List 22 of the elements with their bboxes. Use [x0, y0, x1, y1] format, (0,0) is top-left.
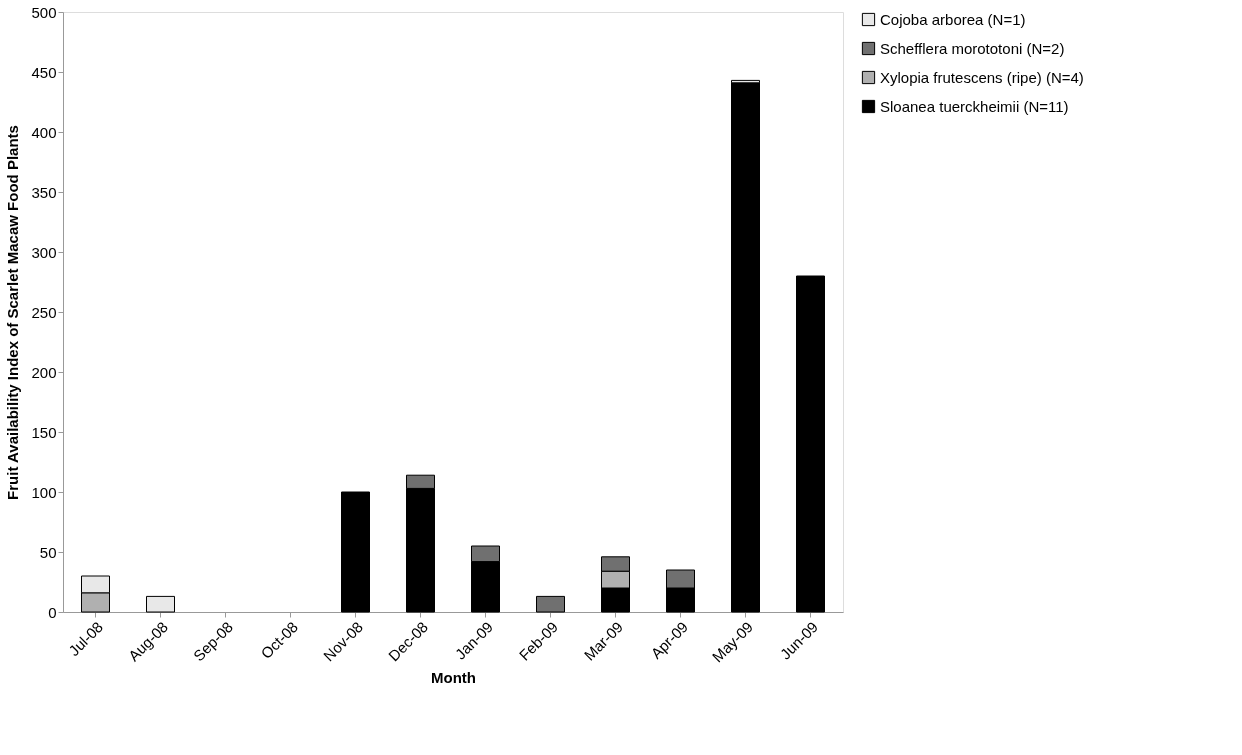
y-tick-label: 300 — [31, 243, 57, 261]
y-tick-label: 0 — [48, 603, 57, 621]
y-tick-label: 50 — [39, 543, 57, 561]
x-axis-title: Month — [431, 669, 476, 687]
y-tick-label: 450 — [31, 63, 57, 81]
legend-label: Sloanea tuerckheimii (N=11) — [880, 97, 1069, 115]
y-axis-title: Fruit Availability Index of Scarlet Macaw Food Plants — [4, 125, 22, 500]
y-tick-label: 500 — [31, 3, 57, 21]
legend-label: Schefflera morototoni (N=2) — [880, 39, 1065, 57]
y-tick-label: 150 — [31, 423, 57, 441]
y-tick-label: 250 — [31, 303, 57, 321]
bar — [341, 491, 370, 613]
bar — [731, 82, 760, 613]
bar — [146, 595, 175, 613]
y-tick-label: 400 — [31, 123, 57, 141]
y-tick-label: 350 — [31, 183, 57, 201]
legend-label: Xylopia frutescens (ripe) (N=4) — [880, 68, 1084, 86]
y-tick-label: 200 — [31, 363, 57, 381]
legend-label: Cojoba arborea (N=1) — [880, 10, 1026, 28]
y-tick-label: 100 — [31, 483, 57, 501]
bar — [796, 275, 825, 613]
bar — [536, 595, 565, 613]
